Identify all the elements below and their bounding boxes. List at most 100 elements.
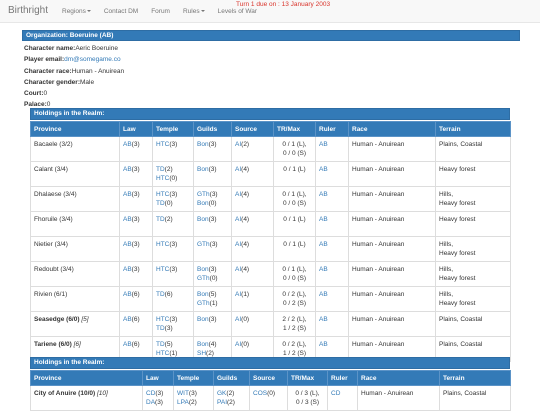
ruler[interactable]: AB (319, 266, 328, 273)
holding-owner[interactable]: COS (253, 390, 268, 397)
holding-owner[interactable]: Bon (197, 166, 209, 173)
guilds-cell: Bon(3) (193, 161, 232, 187)
law-cell: AB(3) (119, 136, 153, 162)
province-cell: Bacaele (3/2) (30, 136, 120, 162)
holding-owner[interactable]: GTh (197, 275, 210, 282)
holding-owner[interactable]: TD (156, 341, 165, 348)
source-cell: AI(4) (231, 186, 274, 212)
ruler[interactable]: AB (319, 166, 328, 173)
holding-owner[interactable]: Bon (197, 266, 209, 273)
holding-owner[interactable]: TD (156, 166, 165, 173)
nav-item[interactable]: Contact DM (103, 8, 139, 15)
table-row: Fhoruile (3/4) AB(3) TD(2) Bon(3) AI(4) 0 / 1… (30, 211, 511, 237)
nav-item[interactable]: Regions (62, 8, 91, 15)
holding-owner[interactable]: AB (123, 166, 132, 173)
holding-owner[interactable]: AI (235, 291, 242, 298)
holding-owner[interactable]: GK (217, 390, 227, 397)
nav-item[interactable]: Forum (151, 8, 170, 15)
holding-owner[interactable]: AI (235, 141, 242, 148)
holding-owner[interactable]: AI (235, 191, 242, 198)
holding-owner[interactable]: GTh (197, 300, 210, 307)
ruler-cell: AB (315, 161, 349, 187)
holding-owner[interactable]: TD (156, 200, 165, 207)
holding-owner[interactable]: GTh (197, 241, 210, 248)
holding-owner[interactable]: PAI (217, 399, 227, 406)
header-row: Province Law Temple Guilds Source TR/Max Ruler… (30, 370, 511, 386)
holding-level: (3) (131, 166, 140, 173)
holding-owner[interactable]: AB (123, 341, 132, 348)
terrain-cell: Plains, Coastal (439, 385, 511, 411)
holding-owner[interactable]: Bon (197, 141, 209, 148)
province-name: Dhalaese (3/4) (34, 191, 77, 198)
holding-owner[interactable]: AB (123, 241, 132, 248)
brand[interactable]: Birthright (8, 5, 49, 16)
ruler[interactable]: AB (319, 141, 328, 148)
holding-owner[interactable]: TD (156, 291, 165, 298)
ruler[interactable]: AB (319, 191, 328, 198)
law-cell: AB(3) (119, 161, 153, 187)
column-header: Law (142, 370, 174, 386)
ruler[interactable]: CD (331, 390, 341, 397)
info-value: Human - Anuirean (71, 67, 125, 75)
guilds-cell: Bon(3) (193, 311, 232, 337)
terrain-line: Heavy forest (439, 250, 476, 257)
holding-owner[interactable]: HTC (156, 266, 170, 273)
temple-cell: HTC(3) TD(0) (152, 186, 194, 212)
ruler[interactable]: AB (319, 341, 328, 348)
holding-owner[interactable]: LPA (177, 399, 189, 406)
holding-owner[interactable]: WIT (177, 390, 189, 397)
holding-owner[interactable]: CD (146, 390, 156, 397)
holding-owner[interactable]: AI (235, 341, 242, 348)
table-caption: Holdings in the Realm: (30, 357, 510, 369)
holding-owner[interactable]: AI (235, 216, 242, 223)
holding: AB(3) (123, 240, 149, 249)
holding-owner[interactable]: AB (123, 291, 132, 298)
holding-owner[interactable]: TD (156, 325, 165, 332)
holding-owner[interactable]: HTC (156, 350, 170, 357)
column-header: Race (348, 121, 436, 137)
ruler[interactable]: AB (319, 216, 328, 223)
source-cell: COS(0) (249, 385, 288, 411)
holding-owner[interactable]: GTh (197, 191, 210, 198)
holding-owner[interactable]: SH (197, 350, 207, 357)
holding-owner[interactable]: Bon (197, 216, 209, 223)
holding-owner[interactable]: HTC (156, 141, 170, 148)
holding-owner[interactable]: Bon (197, 316, 209, 323)
holding-owner[interactable]: TD (156, 216, 165, 223)
law-cell: AB(6) (119, 311, 153, 337)
holding-owner[interactable]: Bon (197, 341, 209, 348)
holding-owner[interactable]: AI (235, 166, 242, 173)
holding-owner[interactable]: AI (235, 316, 242, 323)
holding-owner[interactable]: AB (123, 216, 132, 223)
holding-owner[interactable]: AI (235, 241, 242, 248)
trmax-line: 0 / 1 (L), (282, 141, 307, 148)
guilds-cell: Bon(3) GTh(0) (193, 261, 232, 287)
table-row: Dhalaese (3/4) AB(3) HTC(3) TD(0) GTh(3) Bon(… (30, 186, 511, 212)
holding-owner[interactable]: Bon (197, 291, 209, 298)
ruler[interactable]: AB (319, 241, 328, 248)
ruler[interactable]: AB (319, 316, 328, 323)
province-note: [6] (73, 341, 81, 348)
province-cell: Fhoruile (3/4) (30, 211, 120, 237)
info-line: Player email:dm@somegame.co (24, 54, 124, 65)
holding-owner[interactable]: HTC (156, 316, 170, 323)
holding-owner[interactable]: HTC (156, 241, 170, 248)
holding-owner[interactable]: Bon (197, 200, 209, 207)
nav-item[interactable]: Levels of War (217, 8, 258, 15)
holding-owner[interactable]: AB (123, 266, 132, 273)
holding-owner[interactable]: AB (123, 191, 132, 198)
holding-owner[interactable]: DA (146, 399, 156, 406)
ruler[interactable]: AB (319, 291, 328, 298)
terrain-line: Plains, Coastal (443, 390, 487, 397)
nav-item[interactable]: Rules (183, 8, 205, 15)
holding-owner[interactable]: AI (235, 266, 242, 273)
holding-owner[interactable]: AB (123, 316, 132, 323)
holding-owner[interactable]: AB (123, 141, 132, 148)
table-row: City of Anuire (10/0) [10] CD(3) DA(3) WIT(… (30, 385, 511, 411)
source-cell: AI(4) (231, 211, 274, 237)
info-value[interactable]: dm@somegame.co (64, 56, 121, 64)
holding-owner[interactable]: HTC (156, 175, 170, 182)
holding-owner[interactable]: HTC (156, 191, 170, 198)
holding: AB(3) (123, 140, 149, 149)
holding-level: (3) (164, 325, 173, 332)
